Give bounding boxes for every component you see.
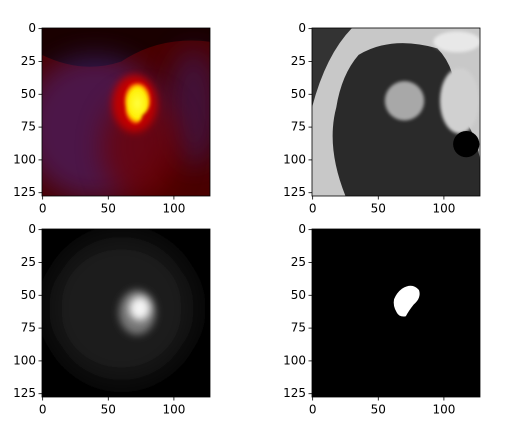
image-blob <box>393 285 420 317</box>
image-blob <box>384 81 425 121</box>
y-tick-label: 75 <box>291 321 306 335</box>
image-region <box>433 31 480 53</box>
y-tick-label: 50 <box>291 288 306 302</box>
x-tick-label: 100 <box>432 403 455 417</box>
y-tick-label: 25 <box>21 255 36 269</box>
y-tick-label: 75 <box>21 120 36 134</box>
image-bg <box>312 229 480 397</box>
y-tick-label: 75 <box>291 120 306 134</box>
x-tick-label: 0 <box>39 403 47 417</box>
axes-frame <box>311 228 481 398</box>
y-tick-label: 75 <box>21 321 36 335</box>
axes-frame <box>41 228 211 398</box>
x-tick-label: 50 <box>101 403 116 417</box>
y-tick-label: 25 <box>291 54 306 68</box>
y-tick-label: 100 <box>283 152 306 166</box>
image-content <box>312 229 480 397</box>
x-tick-label: 0 <box>309 403 317 417</box>
y-tick-label: 50 <box>291 87 306 101</box>
image-blob <box>124 82 151 125</box>
y-tick-label: 0 <box>298 222 306 236</box>
x-tick-label: 50 <box>101 202 116 216</box>
image <box>42 229 210 397</box>
y-tick-label: 0 <box>298 21 306 35</box>
y-tick-label: 100 <box>13 353 36 367</box>
image-region <box>312 28 353 108</box>
image-content <box>42 28 210 196</box>
y-tick-label: 0 <box>28 21 36 35</box>
x-tick-label: 100 <box>162 202 185 216</box>
y-tick-label: 125 <box>13 386 36 400</box>
y-tick-label: 50 <box>21 87 36 101</box>
image-region <box>439 68 480 134</box>
x-tick-label: 50 <box>371 202 386 216</box>
image-region <box>453 131 480 158</box>
x-tick-label: 100 <box>162 403 185 417</box>
x-tick-label: 50 <box>371 403 386 417</box>
image-blob <box>129 296 151 321</box>
image <box>42 28 210 196</box>
y-tick-label: 25 <box>291 255 306 269</box>
image <box>312 229 480 397</box>
x-tick-label: 100 <box>432 202 455 216</box>
y-tick-label: 100 <box>283 353 306 367</box>
axes-frame <box>41 27 211 197</box>
y-tick-label: 125 <box>283 386 306 400</box>
image-content <box>42 229 210 397</box>
y-tick-label: 25 <box>21 54 36 68</box>
x-tick-label: 0 <box>39 202 47 216</box>
y-tick-label: 0 <box>28 222 36 236</box>
y-tick-label: 100 <box>13 152 36 166</box>
image-content <box>312 28 480 196</box>
image <box>312 28 480 196</box>
x-tick-label: 0 <box>309 202 317 216</box>
y-tick-label: 125 <box>13 185 36 199</box>
y-tick-label: 50 <box>21 288 36 302</box>
y-tick-label: 125 <box>283 185 306 199</box>
axes-frame <box>311 27 481 197</box>
